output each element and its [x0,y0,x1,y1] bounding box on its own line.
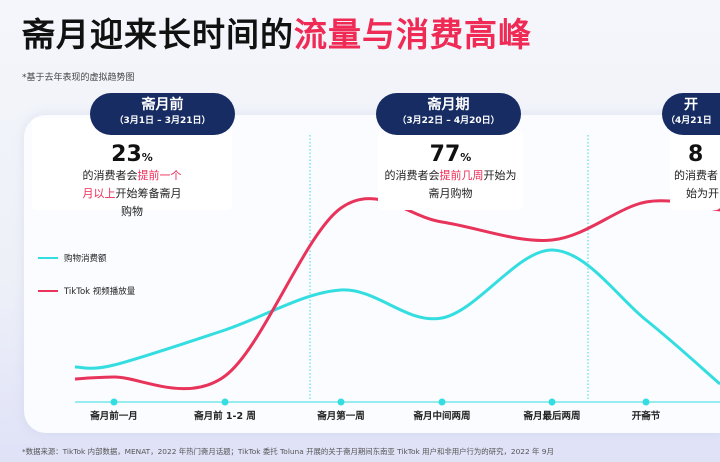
card-ramadan: 77% 的消费者会提前几周开始为斋月购物 [378,130,523,210]
data-source: *数据来源：TikTok 内部数据，MENAT，2022 年热门斋月话题；Tik… [22,447,554,456]
series-line-1 [74,197,720,391]
x-tick-label: 斋月最后两周 [523,411,581,422]
stat-value: 77% [429,142,472,167]
legend-item-tiktok: TikTok 视频播放量 [38,285,135,297]
series-line-0 [74,248,720,386]
legend-item-shopping: 购物消费额 [38,252,107,264]
period-pill-before: 斋月前 （3月1日 – 3月21日） [90,93,235,135]
stat-desc: 的消费者 始为开 [674,169,719,200]
x-tick-dot [337,398,345,406]
chart-note: *基于去年表现的虚拟趋势图 [22,73,135,83]
x-tick-dot [221,398,229,406]
period-pill-ramadan: 斋月期 （3月22日 – 4月20日） [376,93,521,135]
x-tick-label: 斋月前一月 [90,411,138,422]
x-tick-label: 斋月中间两周 [413,411,471,422]
x-tick-dot [548,398,556,406]
x-tick-label: 开斋节 [631,411,661,422]
x-tick-dot [642,398,650,406]
title-normal: 斋月迎来长时间的 [22,15,294,54]
stat-desc: 的消费者会提前几周开始为斋月购物 [384,169,517,200]
page-title: 斋月迎来长时间的流量与消费高峰 [22,8,532,56]
stat-desc: 的消费者会提前一个月以上开始筹备斋月购物 [82,169,182,218]
card-eid: 8 的消费者 始为开 [670,130,720,210]
period-pill-eid: 开（4月21日 [662,93,720,135]
stat-value: 23% [111,142,153,167]
title-highlight: 流量与消费高峰 [294,15,532,54]
x-tick-label: 斋月第一周 [317,411,365,422]
x-tick-dot [110,398,118,406]
x-tick-label: 斋月前 1-2 周 [194,411,256,422]
stat-value: 8 [688,142,704,167]
x-tick-dot [438,398,446,406]
